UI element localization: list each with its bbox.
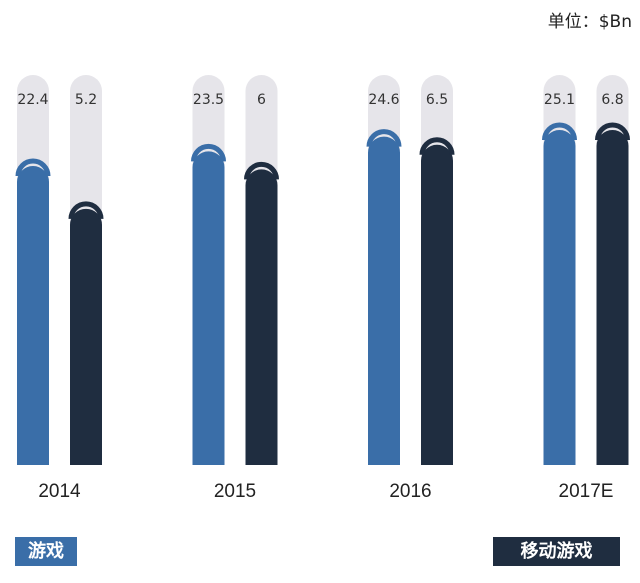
bar	[368, 136, 400, 465]
x-tick-label: 2017E	[559, 481, 614, 502]
bar-cap	[191, 143, 226, 162]
bar-cap	[15, 158, 51, 177]
value-label: 6.8	[601, 92, 623, 108]
value-label: 25.1	[544, 92, 575, 108]
legend-label: 移动游戏	[521, 540, 593, 562]
legend-swatch	[493, 537, 620, 566]
value-label: 6	[257, 92, 266, 108]
legend-label: 游戏	[28, 540, 64, 562]
bar	[543, 130, 576, 465]
x-tick-label: 2015	[214, 481, 256, 502]
bar	[17, 166, 49, 465]
legend-swatch	[15, 537, 77, 566]
value-label: 24.6	[368, 92, 399, 108]
x-tick-label: 2014	[38, 481, 81, 502]
bar	[596, 130, 629, 465]
value-label: 6.5	[426, 92, 448, 108]
bar-cap	[68, 201, 104, 220]
x-tick-label: 2016	[389, 481, 431, 502]
bar-cap	[244, 161, 279, 180]
bar	[192, 151, 225, 465]
bar	[421, 144, 453, 465]
value-label: 23.5	[193, 92, 224, 108]
unit-label: 单位：$Bn	[548, 12, 632, 32]
value-label: 22.4	[17, 92, 48, 108]
bar	[70, 208, 102, 465]
value-label: 5.2	[75, 92, 97, 108]
bar	[245, 169, 278, 466]
bar-cap	[542, 122, 577, 141]
bar-cap	[419, 137, 455, 155]
bar-cap	[366, 129, 402, 147]
bar-cap	[595, 122, 630, 141]
